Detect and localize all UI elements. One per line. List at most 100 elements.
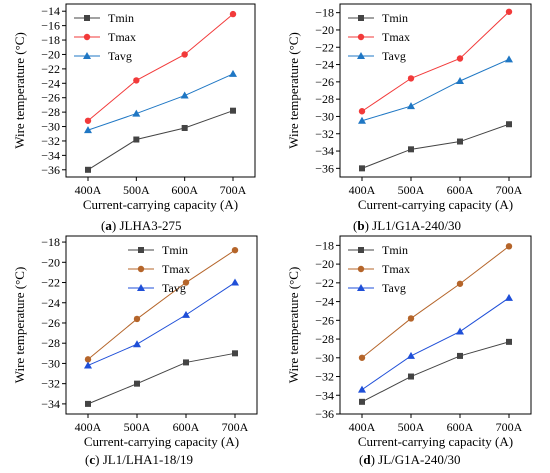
y-tick-label-0-0: −36 (41, 163, 60, 177)
caption-d-letter: d (363, 452, 371, 467)
plot-frame-2 (65, 235, 258, 415)
chart-panel-c: −34 −32 −30 −28 −26 −24 −22 −20 −18 400A 500A 600A 7… (12, 235, 258, 449)
point-0-tmax-2 (181, 51, 188, 58)
caption-b-letter: b (357, 218, 365, 233)
series-line-0-tavg (87, 73, 234, 131)
y-tick-label-1-1: −34 (315, 144, 334, 158)
plot-frame-0 (65, 3, 256, 178)
series-line-1-tmax (361, 11, 510, 112)
chart-panel-a: −36−34−32−30−28−26−24−22−20−18−16−14 400A… (12, 3, 256, 212)
y-tick-label-3-2: −32 (315, 370, 334, 384)
x-tick-label-0-1: 500A (123, 183, 150, 197)
plot-frame-1 (339, 3, 532, 178)
point-1-tavg-0 (358, 116, 366, 124)
x-tick-label-2-2: 600A (173, 420, 200, 434)
x-tick-label-0-3: 700A (220, 183, 247, 197)
legend-label-2-1: Tmax (162, 262, 190, 276)
point-2-tavg-1 (133, 340, 141, 348)
legend-marker-3-0 (358, 247, 364, 253)
legend-label-0-0: Tmin (108, 11, 134, 25)
y-tick-label-1-7: −22 (315, 40, 334, 54)
y-tick-label-0-6: −24 (41, 76, 60, 90)
caption-c: (c) JL1/LHA1-18/19 (85, 452, 193, 467)
caption-a-letter: a (105, 218, 112, 233)
point-3-tmin-0 (359, 398, 365, 405)
point-1-tmax-1 (407, 75, 415, 82)
point-0-tmax-0 (84, 117, 92, 124)
x-axis-title-1: Current-carrying capacity (A) (358, 197, 513, 212)
caption-b-text: JL1/G1A-240/30 (372, 218, 462, 233)
point-2-tmin-3 (232, 350, 238, 357)
y-axis-title-3: Wire temperature (°C) (286, 267, 301, 384)
point-0-tavg-1 (132, 109, 141, 117)
y-tick-label-1-0: −36 (315, 161, 334, 175)
y-tick-label-2-4: −26 (41, 316, 60, 330)
y-tick-label-2-3: −28 (41, 336, 60, 350)
legend-marker-1-2 (357, 52, 365, 59)
y-tick-label-0-5: −26 (41, 91, 60, 105)
y-axis-title-0: Wire temperature (°C) (12, 32, 27, 149)
point-1-tmin-3 (506, 121, 512, 128)
y-tick-label-3-9: −18 (315, 238, 334, 252)
y-tick-label-3-5: −26 (315, 313, 334, 327)
point-2-tmin-2 (183, 359, 189, 366)
point-3-tmin-1 (408, 373, 414, 380)
x-tick-label-2-3: 700A (222, 420, 249, 434)
chart-panel-d: −36 −34 −32 −30 −28 −26 −24 −22 −20 −18 400A 500A 60… (286, 235, 532, 449)
y-axis-title-2: Wire temperature (°C) (12, 267, 27, 384)
y-tick-label-2-1: −32 (41, 377, 60, 391)
y-tick-label-1-2: −32 (315, 127, 334, 141)
x-tick-label-2-1: 500A (124, 420, 151, 434)
legend-marker-2-1 (137, 265, 145, 273)
point-1-tmax-2 (456, 55, 464, 62)
x-tick-label-3-1: 500A (398, 420, 425, 434)
y-tick-label-0-1: −34 (41, 148, 60, 162)
point-1-tmax-3 (505, 8, 513, 15)
legend-marker-2-2 (137, 284, 145, 291)
x-tick-label-2-0: 400A (75, 420, 102, 434)
point-2-tmax-0 (84, 356, 92, 363)
y-tick-label-3-6: −24 (315, 295, 334, 309)
point-0-tavg-0 (84, 126, 92, 134)
point-0-tmax-1 (133, 77, 140, 84)
y-tick-label-2-2: −30 (41, 356, 60, 370)
y-tick-label-0-2: −32 (41, 134, 60, 148)
x-tick-label-0-2: 600A (171, 183, 198, 197)
point-0-tavg-3 (229, 69, 237, 77)
caption-d: (d) JL/G1A-240/30 (359, 452, 461, 467)
x-axis-title-2: Current-carrying capacity (A) (84, 434, 239, 449)
point-1-tmin-2 (457, 138, 463, 145)
point-3-tmin-2 (457, 352, 463, 359)
point-0-tmin-1 (133, 136, 140, 143)
legend-label-1-1: Tmax (382, 30, 410, 44)
legend-label-1-2: Tavg (382, 49, 406, 63)
point-2-tmin-1 (134, 380, 140, 387)
point-3-tavg-0 (358, 385, 366, 393)
point-3-tavg-3 (505, 293, 513, 301)
point-0-tmin-3 (230, 107, 236, 114)
y-tick-label-0-10: −16 (41, 19, 60, 33)
series-line-1-tmin (361, 123, 510, 169)
y-tick-label-0-11: −14 (41, 4, 60, 18)
point-2-tmax-2 (182, 279, 190, 286)
y-tick-label-0-9: −18 (41, 33, 60, 47)
y-tick-label-2-0: −34 (41, 397, 60, 411)
point-3-tavg-1 (407, 351, 415, 359)
series-line-0-tmax (87, 13, 234, 122)
y-tick-label-0-4: −28 (41, 105, 60, 119)
legend-marker-3-2 (357, 284, 365, 291)
legend-label-2-0: Tmin (162, 243, 188, 257)
y-tick-label-1-3: −30 (315, 109, 334, 123)
point-0-tmin-0 (85, 166, 91, 173)
point-0-tmax-3 (229, 10, 237, 18)
y-tick-label-1-4: −28 (315, 92, 334, 106)
caption-d-text: JL/G1A-240/30 (378, 452, 461, 467)
chart-panel-b: −36 −34 −32 −30 −28 −26 −24 −22 −20 −18 400A 500A 60… (286, 3, 532, 212)
legend-label-3-1: Tmax (382, 262, 410, 276)
point-0-tavg-2 (180, 91, 189, 99)
point-1-tavg-3 (505, 55, 513, 63)
caption-b: (b) JL1/G1A-240/30 (353, 218, 462, 233)
legend-label-0-1: Tmax (108, 30, 136, 44)
y-tick-label-3-8: −20 (315, 257, 334, 271)
